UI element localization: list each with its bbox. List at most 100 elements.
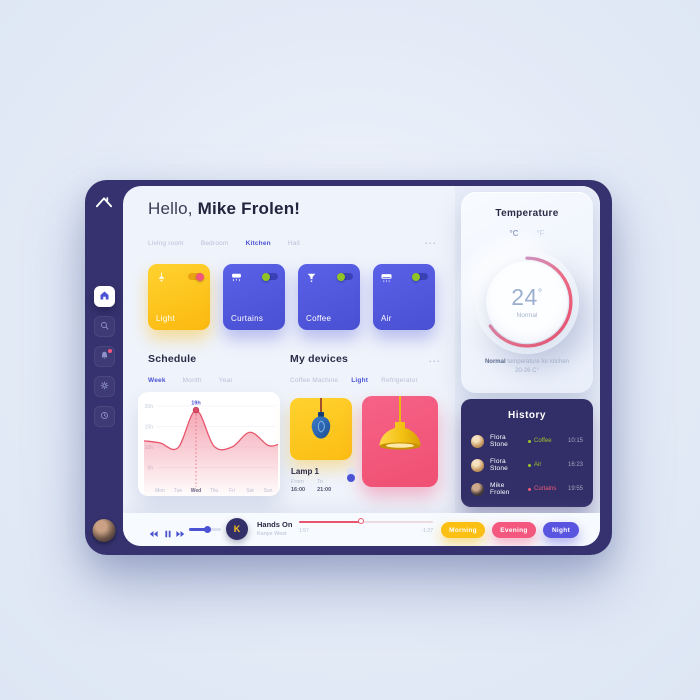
pause-button[interactable] <box>165 525 171 543</box>
forward-button[interactable] <box>176 525 185 543</box>
schedule-title: Schedule <box>148 353 197 365</box>
sidebar-item-search[interactable] <box>93 316 115 337</box>
toggle-knob <box>337 272 345 281</box>
tab-year[interactable]: Year <box>218 377 233 384</box>
user-avatar[interactable] <box>92 519 116 542</box>
avatar <box>471 458 484 472</box>
tab-coffee-machine[interactable]: Coffee Machine <box>290 377 339 384</box>
svg-text:Wed: Wed <box>191 488 201 494</box>
temperature-arc <box>488 256 573 348</box>
schedule-chart-card: 5h10h15h20h19hMonTueWedThuFriSatSun <box>138 392 280 496</box>
history-name: Mike Frolen <box>490 482 510 496</box>
progress-fill <box>299 521 362 523</box>
card-label: Light <box>156 314 175 323</box>
svg-text:20h: 20h <box>145 404 154 410</box>
temperature-note: Normal temperature for kitchen 20-26 C° <box>461 358 593 377</box>
device-cards: Light Curtains Coffee <box>148 264 435 330</box>
bell-icon <box>99 348 110 366</box>
air-toggle[interactable] <box>412 272 428 281</box>
gear-icon <box>99 378 110 396</box>
tab-bedroom[interactable]: Bedroom <box>200 240 229 247</box>
elapsed-time: 1:57 <box>299 528 309 534</box>
history-time: 19:55 <box>567 486 583 492</box>
degree-symbol: ° <box>537 286 543 299</box>
lamp-schedule: From 16:00 To 21:00 <box>291 479 331 493</box>
search-icon <box>99 318 110 336</box>
track-progress: 1:57 -1:27 <box>299 518 433 534</box>
sidebar <box>85 180 123 555</box>
history-row[interactable]: Flora Stone Air 16:23 <box>471 458 583 472</box>
lamp-1-card[interactable] <box>290 398 352 460</box>
history-row[interactable]: Mike Frolen Curtains 19:55 <box>471 482 583 496</box>
right-panel: Temperature °C °F 24° <box>455 186 600 513</box>
sidebar-item-timer[interactable] <box>93 406 115 427</box>
svg-text:Mon: Mon <box>155 488 165 494</box>
track-info: Hands On Kanye West <box>257 520 292 537</box>
unit-switch: °C °F <box>461 229 593 238</box>
card-light[interactable]: Light <box>148 264 210 330</box>
sidebar-item-notifications[interactable] <box>93 346 115 367</box>
tab-kitchen[interactable]: Kitchen <box>245 240 271 247</box>
temperature-dial[interactable]: 24° Normal <box>475 250 579 354</box>
tab-month[interactable]: Month <box>182 377 202 384</box>
fahrenheit-toggle[interactable]: °F <box>536 229 545 238</box>
status-dot <box>527 463 531 467</box>
celsius-toggle[interactable]: °C <box>509 229 519 238</box>
history-panel: History Flora Stone Coffee 10:15 Flora S… <box>461 399 593 507</box>
volume-slider[interactable] <box>189 526 221 533</box>
tab-light[interactable]: Light <box>351 377 369 384</box>
sidebar-item-settings[interactable] <box>93 376 115 397</box>
pendant-lamp-card[interactable] <box>362 396 438 487</box>
artist-avatar[interactable]: K <box>226 518 248 540</box>
user-name: Mike Frolen! <box>197 199 301 218</box>
history-device: Coffee <box>527 438 562 444</box>
evening-button[interactable]: Evening <box>492 522 536 538</box>
yellow-pendant-illustration <box>379 396 421 450</box>
status-dot <box>527 439 531 443</box>
from-time: 16:00 <box>291 487 306 493</box>
schedule-tabs: Week Month Year <box>148 377 233 384</box>
lamp-name: Lamp 1 <box>291 467 320 476</box>
svg-text:19h: 19h <box>191 401 201 407</box>
note-range: 20-26 C° <box>515 368 539 375</box>
schedule-area-chart[interactable]: 5h10h15h20h19hMonTueWedThuFriSatSun <box>138 392 280 496</box>
main-panel: Hello, Mike Frolen! Living room Bedroom … <box>123 186 455 513</box>
tab-refrigerator[interactable]: Refrigerator <box>381 377 418 384</box>
track-artist: Kanye West <box>257 531 287 537</box>
card-coffee[interactable]: Coffee <box>298 264 360 330</box>
morning-button[interactable]: Morning <box>441 522 485 538</box>
devices-more-icon[interactable]: ... <box>428 354 441 364</box>
coffee-toggle[interactable] <box>337 272 353 281</box>
light-toggle[interactable] <box>188 272 204 281</box>
history-title: History <box>508 410 546 421</box>
progress-knob[interactable] <box>357 518 364 524</box>
avatar <box>471 482 484 496</box>
coffee-dripper-icon <box>305 271 318 291</box>
temperature-value: 24° <box>511 283 543 310</box>
temperature-title: Temperature <box>495 208 559 219</box>
rewind-button[interactable] <box>149 525 158 543</box>
night-button[interactable]: Night <box>543 522 579 538</box>
progress-track[interactable] <box>299 518 433 524</box>
sidebar-item-home[interactable] <box>93 286 115 307</box>
lamp-toggle[interactable] <box>347 468 355 482</box>
card-label: Curtains <box>231 314 264 323</box>
svg-text:Fri: Fri <box>229 488 235 494</box>
rooms-more-icon[interactable]: ... <box>424 236 437 246</box>
history-rows: Flora Stone Coffee 10:15 Flora Stone Air… <box>471 429 583 501</box>
tab-hall[interactable]: Hall <box>287 240 300 247</box>
svg-text:Sun: Sun <box>264 488 273 494</box>
tab-living-room[interactable]: Living room <box>148 240 184 247</box>
clock-icon <box>99 408 110 426</box>
svg-text:Tue: Tue <box>174 488 183 494</box>
screen: Hello, Mike Frolen! Living room Bedroom … <box>123 186 600 546</box>
from-label: From <box>291 479 304 485</box>
history-row[interactable]: Flora Stone Coffee 10:15 <box>471 434 583 448</box>
curtains-toggle[interactable] <box>262 272 278 281</box>
tab-week[interactable]: Week <box>148 377 166 384</box>
volume-knob[interactable] <box>203 526 211 533</box>
my-devices-title: My devices <box>290 353 349 365</box>
card-air[interactable]: Air <box>373 264 435 330</box>
card-curtains[interactable]: Curtains <box>223 264 285 330</box>
